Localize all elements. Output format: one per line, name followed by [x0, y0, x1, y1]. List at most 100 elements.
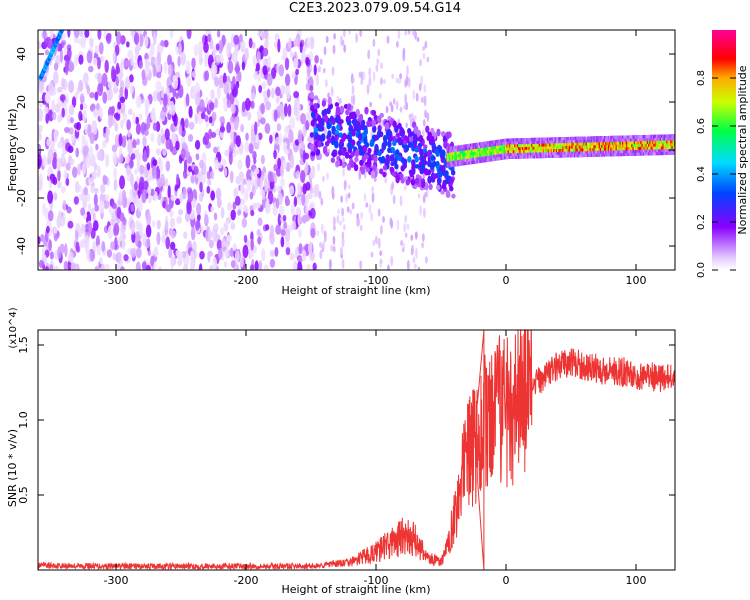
spectrogram-noise-cell: [38, 41, 42, 50]
spectrogram-noise-cell: [198, 50, 203, 57]
spectrogram-signal-cell: [317, 140, 322, 148]
spectrogram-noise-cell: [298, 243, 303, 255]
spectrogram-noise-cell: [333, 33, 337, 40]
spectrogram-noise-cell: [159, 159, 164, 173]
spectrogram-noise-cell: [230, 222, 236, 230]
spectrogram-noise-cell: [176, 258, 183, 267]
spectrogram-signal-cell: [443, 140, 448, 149]
spectrogram-noise-cell: [391, 181, 395, 190]
spectrogram-noise-cell: [305, 161, 309, 175]
spectrogram-noise-cell: [417, 193, 421, 199]
spectrogram-noise-cell: [120, 119, 124, 129]
spectrogram-noise-cell: [264, 177, 269, 192]
spectrogram-noise-cell: [120, 153, 124, 163]
spectrogram-noise-cell: [253, 141, 260, 150]
spectrogram-noise-cell: [341, 258, 345, 269]
spectrogram-noise-cell: [155, 80, 162, 92]
spectrogram-noise-cell: [113, 118, 117, 127]
spectrogram-noise-cell: [70, 262, 77, 270]
spectrogram-signal-cell: [363, 129, 368, 136]
spectrogram-noise-cell: [38, 81, 45, 94]
spectrogram-noise-cell: [385, 105, 389, 114]
spectrogram-signal-cell: [345, 134, 350, 140]
spectrogram-signal-cell: [309, 143, 314, 150]
spectrogram-noise-cell: [89, 249, 96, 262]
spectrogram-signal-cell: [334, 117, 339, 123]
snr-x-tick-label: 0: [503, 574, 510, 587]
spectrogram-signal-cell: [321, 109, 326, 117]
spectrogram-noise-cell: [135, 195, 140, 209]
spectrogram-noise-cell: [86, 85, 91, 95]
spectrogram-noise-cell: [130, 247, 136, 258]
spectrogram-signal-cell: [334, 140, 339, 149]
spectrogram-signal-cell: [402, 162, 407, 169]
spectrogram-noise-cell: [306, 263, 311, 270]
spectrogram-signal-cell: [313, 102, 318, 110]
spectrogram-noise-cell: [146, 162, 151, 171]
spectrogram-noise-cell: [240, 182, 244, 196]
spectrogram-signal-cell: [358, 113, 364, 122]
spectrogram-noise-cell: [261, 189, 266, 201]
spectrogram-signal-cell: [379, 168, 384, 175]
spectrogram-noise-cell: [162, 148, 167, 157]
spectrogram-signal-cell: [431, 141, 436, 151]
spectrogram-noise-cell: [269, 249, 275, 257]
spectrogram-noise-cell: [314, 54, 319, 64]
spectrogram-signal-cell: [324, 151, 330, 157]
spectrogram-noise-cell: [88, 65, 94, 73]
spectrogram-noise-cell: [387, 264, 390, 270]
spectrogram-noise-cell: [107, 88, 114, 101]
spectrogram-noise-cell: [323, 230, 327, 237]
spectrogram-noise-cell: [245, 154, 251, 169]
spectrogram-noise-cell: [83, 72, 89, 86]
spectrogram-noise-cell: [233, 187, 239, 198]
spectrogram-noise-cell: [266, 198, 270, 206]
spectrogram-noise-cell: [113, 222, 120, 236]
spectrogram-signal-cell: [430, 155, 435, 161]
spectrogram-noise-cell: [151, 165, 157, 180]
spectrogram-signal-cell: [414, 178, 420, 185]
spectrogram-noise-cell: [277, 213, 282, 227]
spectrogram-noise-cell: [46, 138, 52, 147]
spectrogram-signal-cell: [411, 159, 416, 167]
spectrogram-noise-cell: [267, 170, 273, 183]
spectrogram-noise-cell: [377, 208, 381, 217]
spectrogram-carrier-cell: [672, 134, 675, 138]
spectrogram-noise-cell: [96, 102, 100, 111]
spectrogram-noise-cell: [284, 57, 290, 71]
spectrogram-noise-cell: [48, 239, 52, 252]
spectrogram-noise-cell: [422, 207, 426, 218]
spectrogram-noise-cell: [422, 119, 426, 127]
spectrogram-signal-cell: [407, 156, 412, 163]
spectrogram-noise-cell: [38, 154, 42, 167]
spectrogram-noise-cell: [317, 162, 320, 172]
spectrogram-noise-cell: [308, 75, 314, 88]
spectrogram-noise-cell: [208, 116, 213, 124]
spectrogram-noise-cell: [53, 265, 59, 270]
spectrogram-noise-cell: [101, 73, 108, 87]
spectrogram-noise-cell: [422, 194, 426, 204]
spectrogram-noise-cell: [156, 51, 161, 66]
spectrogram-noise-cell: [80, 207, 86, 216]
spectrogram-noise-cell: [170, 241, 176, 251]
spectrogram-noise-cell: [89, 37, 94, 48]
spectrogram-chirp-cell: [60, 30, 65, 33]
spectrogram-noise-cell: [186, 30, 192, 40]
spectrogram-noise-cell: [53, 227, 58, 234]
spectrogram-noise-cell: [164, 177, 169, 188]
spectrogram-noise-cell: [325, 35, 329, 44]
spectrogram-noise-cell: [119, 61, 124, 69]
spectrogram-noise-cell: [214, 76, 220, 87]
snr-y-axis-label: SNR (10 * v/v): [6, 429, 19, 507]
spectrogram-signal-cell: [407, 141, 413, 148]
spectrogram-noise-cell: [165, 236, 171, 250]
spectrogram-noise-cell: [347, 192, 351, 199]
spectrogram-noise-cell: [121, 101, 126, 116]
spectrogram-noise-cell: [412, 89, 416, 101]
spectrogram-noise-cell: [198, 54, 203, 66]
spectrogram-signal-cell: [330, 118, 336, 125]
spectrogram-noise-cell: [67, 145, 74, 153]
colorbar-tick-label: 0.0: [696, 262, 707, 278]
spectrogram-noise-cell: [59, 243, 65, 255]
spectrogram-signal-cell: [427, 150, 432, 159]
